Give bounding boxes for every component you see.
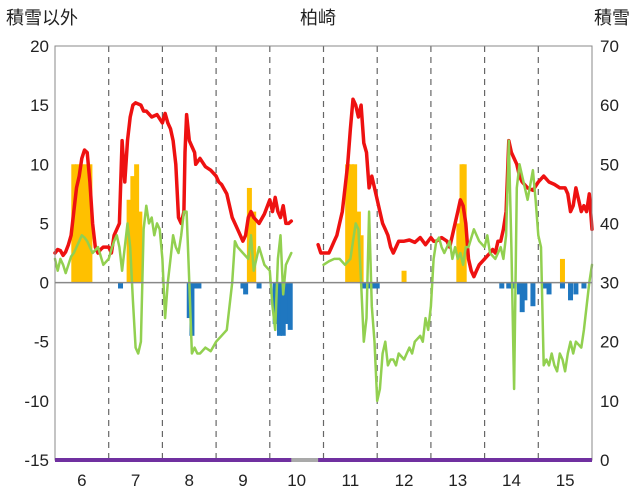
left-tick-label: 5 (40, 214, 49, 233)
right-axis-label: 積雪 (594, 8, 630, 28)
left-tick-label: 20 (30, 37, 49, 56)
x-tick-label: 9 (238, 471, 247, 490)
x-tick-label: 11 (342, 471, 360, 490)
bar (75, 164, 81, 283)
right-tick-label: 0 (600, 451, 609, 470)
bar (240, 282, 246, 289)
bar (134, 164, 140, 283)
bar (137, 211, 143, 283)
left-tick-label: 10 (30, 155, 49, 174)
bar (374, 282, 380, 289)
bar (189, 282, 195, 336)
grid-layer (108, 46, 539, 460)
bar (559, 282, 565, 289)
bar (243, 282, 249, 295)
left-tick-label: -15 (24, 451, 49, 470)
x-tick-label: 14 (502, 471, 521, 490)
series-line (53, 97, 594, 279)
x-tick-label: 7 (131, 471, 140, 490)
bar (499, 282, 505, 289)
bar (87, 164, 93, 283)
bar (280, 282, 286, 336)
bar (581, 282, 587, 289)
bar (196, 282, 202, 289)
bar (276, 282, 282, 336)
right-tick-label: 40 (600, 214, 619, 233)
left-axis-label: 積雪以外 (6, 8, 78, 28)
bar (559, 258, 565, 283)
bar (568, 282, 574, 301)
bar (542, 282, 548, 289)
chart-title: 柏崎 (300, 8, 336, 28)
bar (456, 223, 462, 283)
left-tick-label: -10 (24, 392, 49, 411)
right-tick-label: 50 (600, 155, 619, 174)
left-tick-label: -5 (34, 333, 49, 352)
bar (287, 282, 293, 330)
line-layer (53, 97, 594, 403)
bar (573, 282, 579, 295)
bar (370, 282, 376, 289)
series-line (53, 139, 594, 403)
bar (522, 282, 528, 301)
axis-layer: -15 -10 -5 0 5 10 15 20 0 10 20 30 40 50 60 70 6 7 8 9 10 11 1… (24, 37, 619, 490)
bar (546, 282, 552, 295)
bar (506, 282, 512, 289)
bar (79, 164, 85, 283)
bar (130, 176, 136, 283)
x-tick-label: 15 (556, 471, 575, 490)
bar (361, 282, 367, 289)
x-tick-label: 10 (287, 471, 306, 490)
bar (251, 211, 257, 283)
bar (511, 282, 517, 289)
bar (401, 270, 407, 283)
bar (256, 282, 262, 289)
bar (366, 282, 372, 289)
right-tick-label: 60 (600, 96, 619, 115)
x-tick-label: 8 (185, 471, 194, 490)
left-tick-label: 0 (40, 274, 49, 293)
bar (517, 282, 523, 295)
right-tick-label: 20 (600, 333, 619, 352)
x-tick-label: 12 (395, 471, 414, 490)
bar (530, 282, 536, 307)
x-tick-label: 13 (448, 471, 467, 490)
bar (83, 164, 89, 283)
x-tick-label: 6 (77, 471, 86, 490)
bar (193, 282, 199, 289)
right-tick-label: 30 (600, 274, 619, 293)
right-tick-label: 70 (600, 37, 619, 56)
bar (118, 282, 124, 289)
left-tick-label: 15 (30, 96, 49, 115)
bar (519, 282, 525, 313)
right-tick-label: 10 (600, 392, 619, 411)
bar (345, 164, 351, 283)
bar (284, 282, 290, 324)
